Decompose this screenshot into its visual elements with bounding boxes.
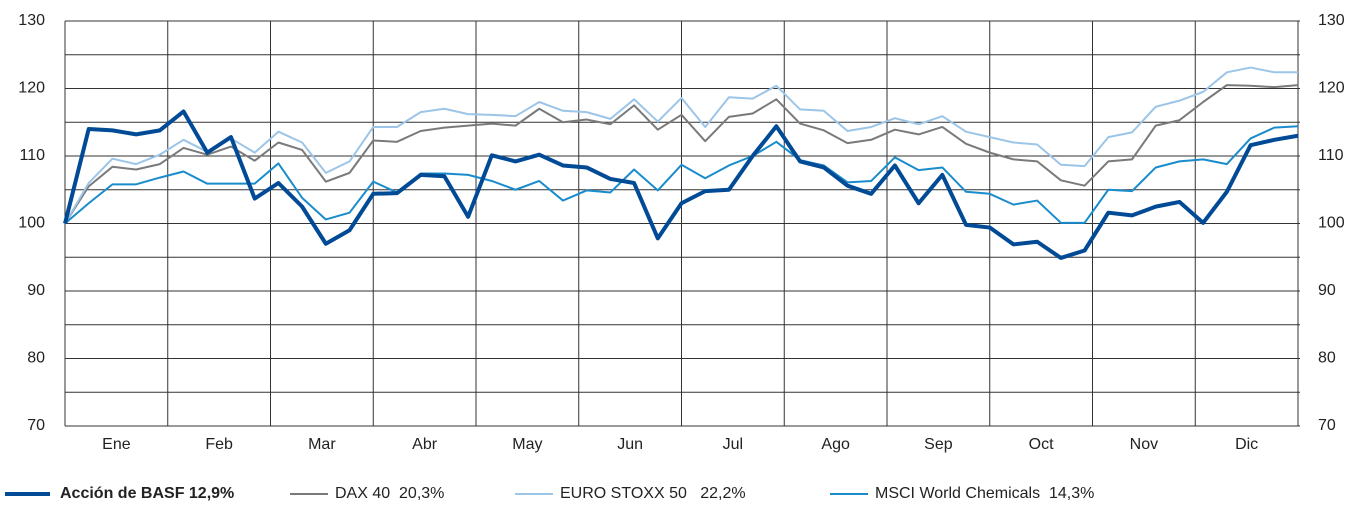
y-tick-label: 130 [18, 12, 45, 29]
x-tick-label: Jul [723, 436, 743, 453]
x-tick-label: Sep [924, 436, 953, 453]
y2-tick-label: 120 [1318, 80, 1345, 97]
y-tick-label: 90 [27, 282, 45, 299]
y2-tick-label: 110 [1318, 147, 1344, 164]
y2-tick-label: 80 [1318, 350, 1336, 367]
x-tick-label: Mar [308, 436, 336, 453]
y-tick-label: 110 [19, 147, 45, 164]
legend-label: Acción de BASF 12,9% [60, 485, 234, 502]
y-tick-label: 70 [27, 417, 45, 434]
x-tick-label: Ago [821, 436, 850, 453]
x-tick-label: Jun [617, 436, 643, 453]
x-tick-label: May [512, 436, 542, 453]
x-tick-label: Ene [102, 436, 131, 453]
y2-tick-label: 70 [1318, 417, 1336, 434]
y2-tick-label: 90 [1318, 282, 1336, 299]
y-tick-label: 120 [18, 80, 45, 97]
x-tick-label: Nov [1130, 436, 1158, 453]
legend-label: DAX 40 20,3% [335, 485, 444, 502]
y2-tick-label: 100 [1318, 215, 1345, 232]
series-line [64, 66, 1298, 225]
series-line [64, 125, 1299, 225]
x-tick-label: Feb [205, 436, 233, 453]
y-tick-label: 100 [18, 215, 45, 232]
x-tick-label: Abr [412, 436, 438, 453]
legend-label: EURO STOXX 50 22,2% [560, 485, 746, 502]
x-tick-label: Oct [1029, 436, 1054, 453]
y2-tick-label: 130 [1318, 12, 1345, 29]
legend-label: MSCI World Chemicals 14,3% [875, 485, 1094, 502]
x-tick-label: Dic [1235, 436, 1258, 453]
series-line [63, 109, 1299, 260]
y-tick-label: 80 [27, 350, 45, 367]
series-line [64, 84, 1299, 225]
